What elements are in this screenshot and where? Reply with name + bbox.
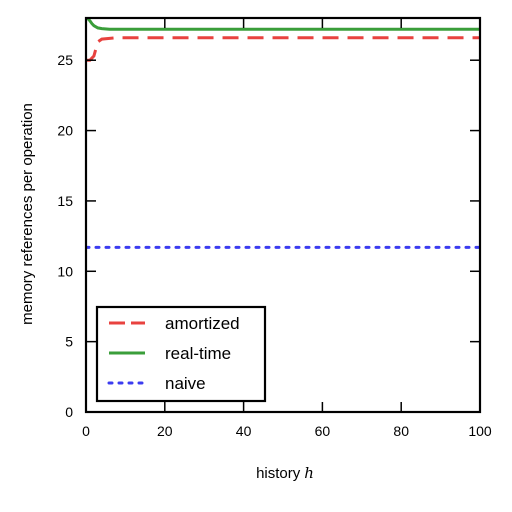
series-line-amortized bbox=[86, 36, 480, 62]
y-tick-label: 10 bbox=[57, 263, 73, 279]
y-tick-label: 0 bbox=[65, 404, 73, 420]
plot-frame bbox=[84, 16, 482, 414]
y-tick-label: 20 bbox=[57, 123, 73, 139]
x-tick-label: 0 bbox=[82, 423, 90, 439]
series-line-real-time bbox=[86, 18, 480, 31]
series-layer bbox=[86, 18, 480, 249]
ticks-layer: 0 20 40 60 80 100 0 5 10 15 20 25 bbox=[57, 18, 492, 439]
x-axis-label: history h bbox=[256, 464, 314, 482]
x-axis-label-var: h bbox=[304, 464, 314, 482]
legend-label-amortized: amortized bbox=[165, 314, 240, 333]
x-tick-label: 60 bbox=[315, 423, 331, 439]
legend-label-real-time: real-time bbox=[165, 344, 231, 363]
x-tick-label: 20 bbox=[157, 423, 173, 439]
legend: amortized real-time naive bbox=[95, 305, 267, 403]
x-axis-label-text: history bbox=[256, 465, 301, 482]
y-tick-label: 15 bbox=[57, 193, 73, 209]
y-tick-label: 5 bbox=[65, 334, 73, 350]
y-axis-label: memory references per operation bbox=[19, 103, 36, 325]
x-tick-label: 80 bbox=[393, 423, 409, 439]
y-tick-label: 25 bbox=[57, 52, 73, 68]
x-tick-label: 100 bbox=[468, 423, 492, 439]
legend-label-naive: naive bbox=[165, 374, 206, 393]
x-tick-label: 40 bbox=[236, 423, 252, 439]
